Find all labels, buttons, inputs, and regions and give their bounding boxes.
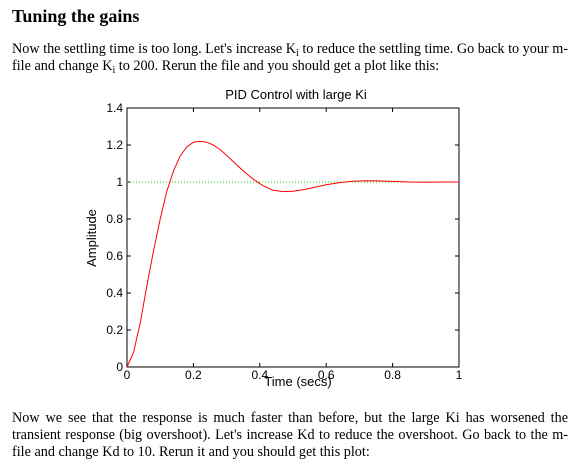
ki-subscript-1: i xyxy=(296,48,299,59)
response-curve xyxy=(126,140,459,368)
plot-frame xyxy=(126,107,460,368)
y-tick-label: 1.4 xyxy=(106,101,123,115)
y-tick-label: 0.4 xyxy=(106,286,123,300)
section-heading: Tuning the gains xyxy=(12,6,140,26)
x-tick-label: 0.6 xyxy=(318,368,335,382)
intro-paragraph: Now the settling time is too long. Let's… xyxy=(12,41,568,76)
chart-title: PID Control with large Ki xyxy=(225,87,367,102)
intro-text-1: Now the settling time is too long. Let's… xyxy=(12,41,296,57)
intro-text-3: to 200. Rerun the file and you should ge… xyxy=(115,58,440,74)
y-axis-label: Amplitude xyxy=(84,209,99,267)
x-tick-label: 0.4 xyxy=(251,368,268,382)
y-tick-label: 0.6 xyxy=(106,249,123,263)
y-tick-label: 0.2 xyxy=(106,323,123,337)
x-tick-label: 0.8 xyxy=(384,368,401,382)
x-tick-label: 0.2 xyxy=(185,368,202,382)
x-tick-label: 0 xyxy=(124,368,131,382)
y-tick-label: 1 xyxy=(116,175,123,189)
x-axis-label: Time (secs) xyxy=(264,374,331,389)
y-tick-label: 0 xyxy=(116,360,123,374)
y-tick-label: 1.2 xyxy=(106,138,123,152)
y-tick-label: 0.8 xyxy=(106,212,123,226)
y-axis: 0 0.2 0.4 0.6 0.8 1 1.2 1.4 xyxy=(106,101,459,374)
x-axis: 0 0.2 0.4 0.6 0.8 1 xyxy=(124,108,463,382)
x-tick-label: 1 xyxy=(456,368,463,382)
intro-text-2: to reduce the settling time. Go back to … xyxy=(12,41,568,74)
followup-paragraph: Now we see that the response is much fas… xyxy=(12,410,568,460)
ki-subscript-2: i xyxy=(112,65,116,76)
